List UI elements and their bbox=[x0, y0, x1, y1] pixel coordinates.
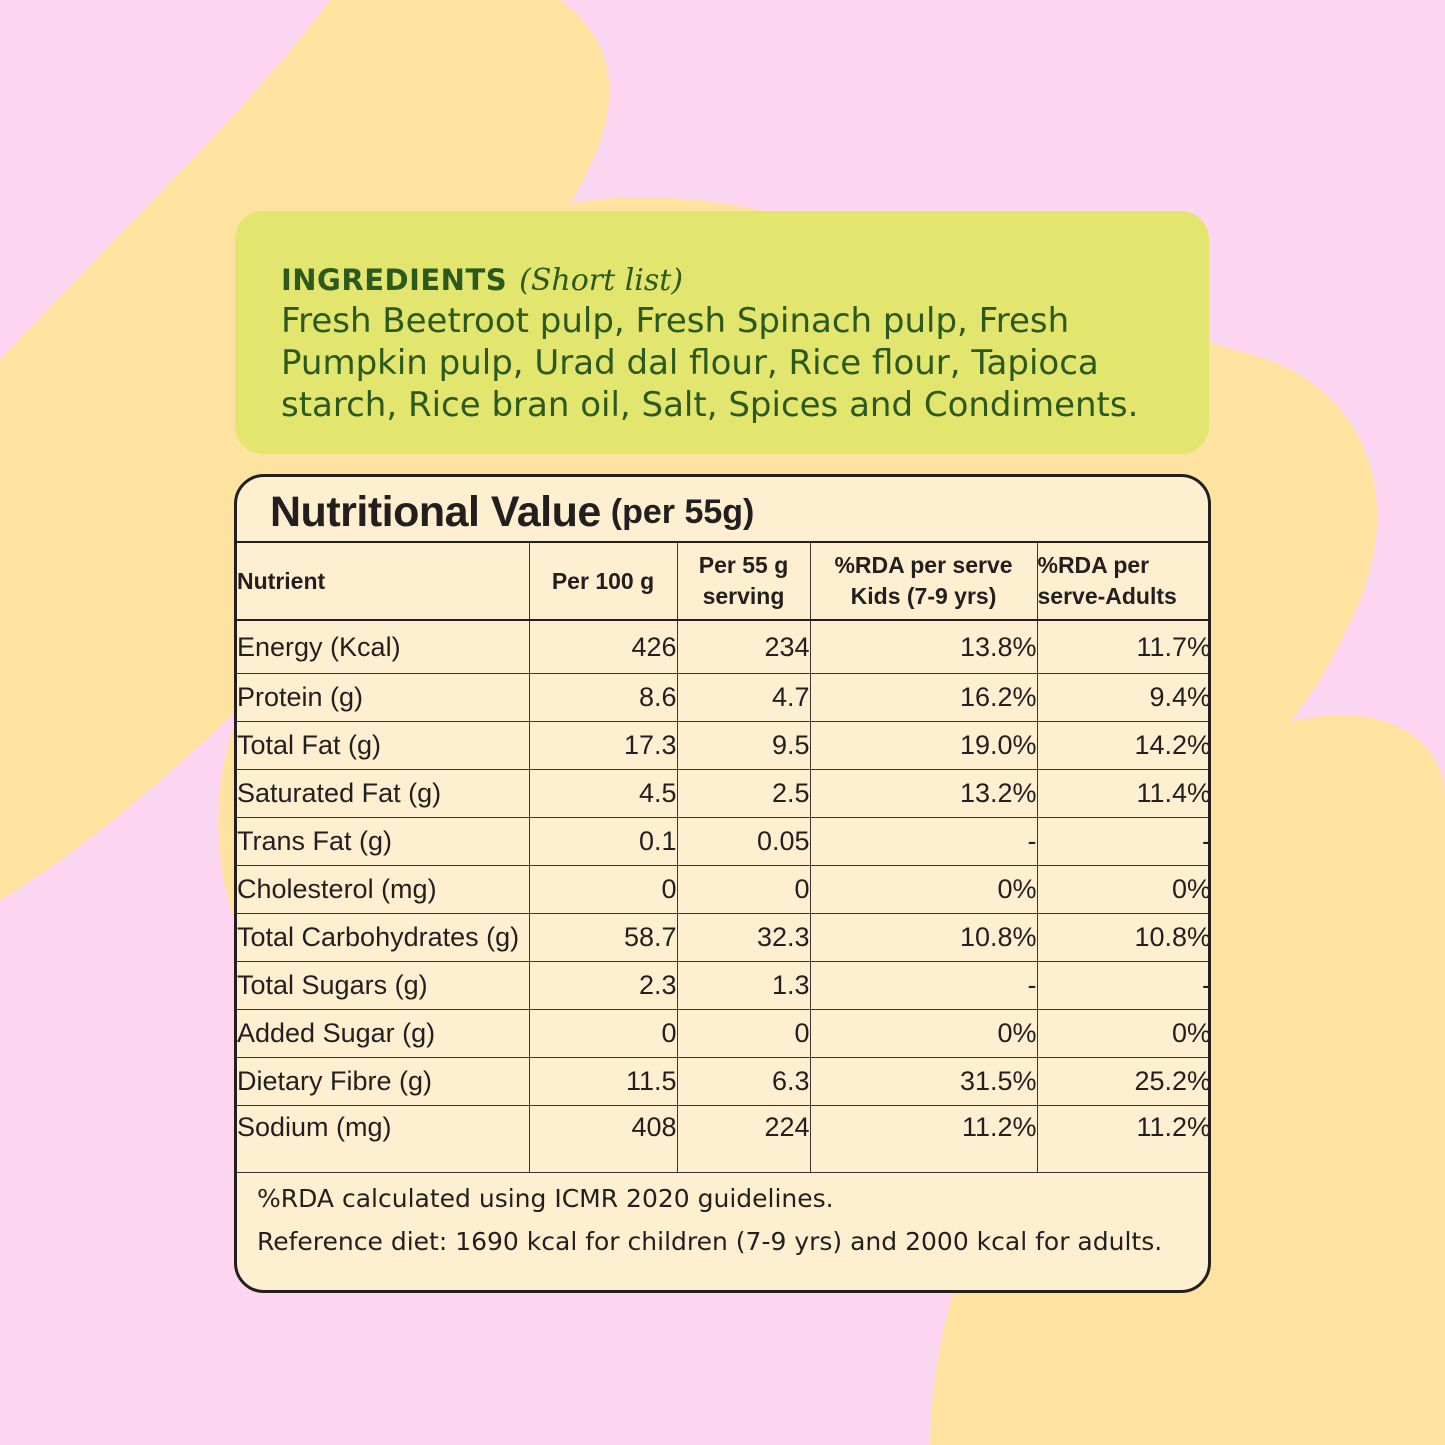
table-row: Protein (g) 8.6 4.7 16.2% 9.4% bbox=[237, 673, 1208, 722]
table-row: Energy (Kcal) 426 234 13.8% 11.7% bbox=[237, 619, 1208, 674]
cell-per-100g: 8.6 bbox=[528, 673, 678, 722]
cell-nutrient: Total Fat (g) bbox=[237, 721, 530, 770]
cell-rda-kids: 13.8% bbox=[809, 619, 1038, 674]
cell-rda-kids: 0% bbox=[809, 865, 1038, 914]
nutrition-panel: Nutritional Value (per 55g) Nutrient Per… bbox=[234, 474, 1211, 1293]
table-row: Cholesterol (mg) 0 0 0% 0% bbox=[237, 865, 1208, 914]
header-rda-adults: %RDA per serve-Adults bbox=[1036, 541, 1208, 621]
cell-rda-adults: - bbox=[1036, 817, 1208, 866]
table-row: Trans Fat (g) 0.1 0.05 - - bbox=[237, 817, 1208, 866]
footnote-reference-diet: Reference diet: 1690 kcal for children (… bbox=[257, 1227, 1163, 1256]
cell-rda-kids: 13.2% bbox=[809, 769, 1038, 818]
cell-rda-kids: 31.5% bbox=[809, 1057, 1038, 1106]
cell-rda-adults: 9.4% bbox=[1036, 673, 1208, 722]
cell-rda-kids: 19.0% bbox=[809, 721, 1038, 770]
cell-nutrient: Energy (Kcal) bbox=[237, 619, 530, 674]
cell-rda-adults: 11.2% bbox=[1036, 1105, 1208, 1173]
cell-per-55g: 2.5 bbox=[676, 769, 811, 818]
cell-per-55g: 1.3 bbox=[676, 961, 811, 1010]
cell-per-100g: 2.3 bbox=[528, 961, 678, 1010]
header-nutrient: Nutrient bbox=[237, 541, 530, 621]
cell-per-100g: 17.3 bbox=[528, 721, 678, 770]
table-row: Dietary Fibre (g) 11.5 6.3 31.5% 25.2% bbox=[237, 1057, 1208, 1106]
cell-rda-adults: 10.8% bbox=[1036, 913, 1208, 962]
footnotes: %RDA calculated using ICMR 2020 guidelin… bbox=[257, 1177, 1162, 1263]
table-row: Sodium (mg) 408 224 11.2% 11.2% bbox=[237, 1105, 1208, 1173]
cell-per-100g: 408 bbox=[528, 1105, 678, 1173]
ingredients-subtitle: (Short list) bbox=[519, 263, 684, 298]
cell-nutrient: Added Sugar (g) bbox=[237, 1009, 530, 1058]
cell-rda-kids: - bbox=[809, 817, 1038, 866]
cell-rda-kids: - bbox=[809, 961, 1038, 1010]
nutrition-subtitle: (per 55g) bbox=[610, 492, 755, 531]
ingredients-heading: INGREDIENTS (Short list) bbox=[281, 263, 1189, 298]
cell-rda-kids: 16.2% bbox=[809, 673, 1038, 722]
cell-per-55g: 9.5 bbox=[676, 721, 811, 770]
ingredients-list: Fresh Beetroot pulp, Fresh Spinach pulp,… bbox=[281, 301, 1139, 425]
ingredients-title: INGREDIENTS bbox=[281, 263, 508, 297]
cell-per-55g: 0 bbox=[676, 865, 811, 914]
cell-nutrient: Saturated Fat (g) bbox=[237, 769, 530, 818]
cell-per-100g: 0 bbox=[528, 865, 678, 914]
cell-rda-adults: - bbox=[1036, 961, 1208, 1010]
cell-per-100g: 11.5 bbox=[528, 1057, 678, 1106]
cell-per-55g: 6.3 bbox=[676, 1057, 811, 1106]
cell-rda-adults: 0% bbox=[1036, 865, 1208, 914]
cell-per-55g: 32.3 bbox=[676, 913, 811, 962]
cell-nutrient: Trans Fat (g) bbox=[237, 817, 530, 866]
nutrition-title: Nutritional Value bbox=[270, 487, 601, 536]
cell-rda-kids: 10.8% bbox=[809, 913, 1038, 962]
header-rda-kids: %RDA per serve Kids (7-9 yrs) bbox=[809, 541, 1038, 621]
cell-rda-kids: 0% bbox=[809, 1009, 1038, 1058]
cell-nutrient: Dietary Fibre (g) bbox=[237, 1057, 530, 1106]
cell-per-100g: 426 bbox=[528, 619, 678, 674]
cell-rda-adults: 11.4% bbox=[1036, 769, 1208, 818]
cell-per-100g: 0 bbox=[528, 1009, 678, 1058]
cell-per-55g: 0.05 bbox=[676, 817, 811, 866]
cell-per-55g: 4.7 bbox=[676, 673, 811, 722]
header-per-100g: Per 100 g bbox=[528, 541, 678, 621]
cell-nutrient: Total Carbohydrates (g) bbox=[237, 913, 530, 962]
table-row: Total Fat (g) 17.3 9.5 19.0% 14.2% bbox=[237, 721, 1208, 770]
cell-nutrient: Total Sugars (g) bbox=[237, 961, 530, 1010]
header-per-55g: Per 55 g serving bbox=[676, 541, 811, 621]
cell-rda-adults: 11.7% bbox=[1036, 619, 1208, 674]
table-row: Total Sugars (g) 2.3 1.3 - - bbox=[237, 961, 1208, 1010]
cell-rda-adults: 25.2% bbox=[1036, 1057, 1208, 1106]
cell-rda-adults: 0% bbox=[1036, 1009, 1208, 1058]
cell-per-100g: 0.1 bbox=[528, 817, 678, 866]
cell-per-55g: 0 bbox=[676, 1009, 811, 1058]
cell-nutrient: Sodium (mg) bbox=[237, 1105, 530, 1173]
table-row: Saturated Fat (g) 4.5 2.5 13.2% 11.4% bbox=[237, 769, 1208, 818]
cell-per-100g: 4.5 bbox=[528, 769, 678, 818]
table-header-row: Nutrient Per 100 g Per 55 g serving %RDA… bbox=[237, 541, 1208, 621]
nutrition-heading: Nutritional Value (per 55g) bbox=[270, 481, 754, 543]
cell-per-55g: 234 bbox=[676, 619, 811, 674]
ingredients-panel: INGREDIENTS (Short list) Fresh Beetroot … bbox=[235, 211, 1209, 454]
nutrition-table: Nutrient Per 100 g Per 55 g serving %RDA… bbox=[237, 541, 1208, 1173]
cell-nutrient: Cholesterol (mg) bbox=[237, 865, 530, 914]
cell-nutrient: Protein (g) bbox=[237, 673, 530, 722]
cell-per-55g: 224 bbox=[676, 1105, 811, 1173]
footnote-rda: %RDA calculated using ICMR 2020 guidelin… bbox=[257, 1184, 834, 1213]
cell-rda-adults: 14.2% bbox=[1036, 721, 1208, 770]
cell-per-100g: 58.7 bbox=[528, 913, 678, 962]
cell-rda-kids: 11.2% bbox=[809, 1105, 1038, 1173]
table-row: Total Carbohydrates (g) 58.7 32.3 10.8% … bbox=[237, 913, 1208, 962]
table-row: Added Sugar (g) 0 0 0% 0% bbox=[237, 1009, 1208, 1058]
